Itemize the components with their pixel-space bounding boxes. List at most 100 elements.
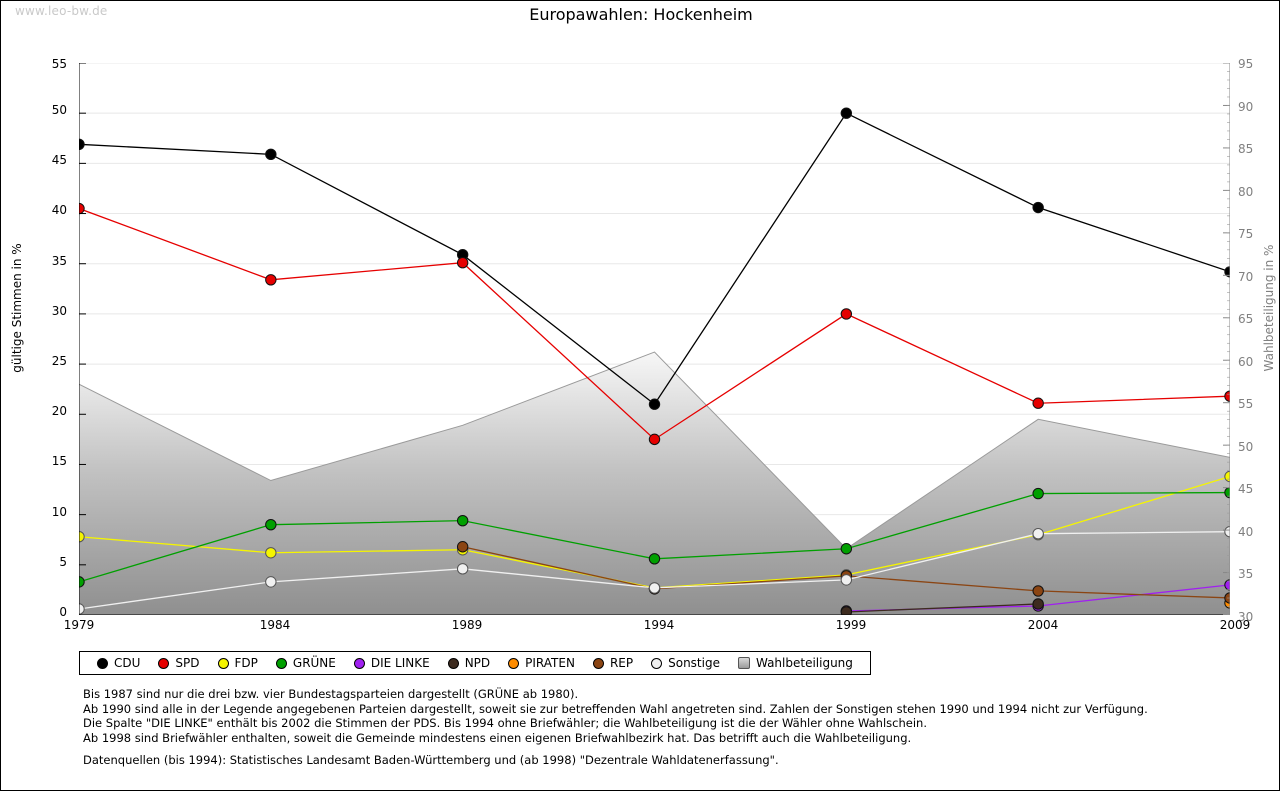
circle-marker-icon [592, 657, 604, 669]
legend-item-wahlbeteiligung[interactable]: Wahlbeteiligung [737, 656, 853, 670]
right-tick-90: 90 [1238, 100, 1254, 114]
marker-sonstige[interactable] [79, 603, 85, 615]
left-tick-15: 15 [51, 454, 67, 468]
left-tick-40: 40 [51, 203, 67, 217]
marker-gr-ne[interactable] [1224, 486, 1230, 499]
plot-area [79, 63, 1230, 615]
circle-marker-icon [97, 657, 108, 669]
circle-marker-icon [353, 657, 365, 669]
x-tick-1984: 1984 [259, 618, 291, 632]
left-axis-label: gültige Stimmen in % [10, 243, 24, 373]
left-tick-55: 55 [51, 57, 67, 71]
right-tick-65: 65 [1238, 312, 1254, 326]
marker-sonstige[interactable] [1032, 528, 1044, 540]
legend-label: Sonstige [668, 656, 720, 670]
area-swatch-icon [737, 657, 750, 669]
marker-sonstige[interactable] [1224, 525, 1230, 538]
marker-gr-ne[interactable] [840, 543, 853, 555]
footnote-line: Ab 1990 sind alle in der Legende angegeb… [83, 701, 1148, 716]
legend-item-die-linke[interactable]: DIE LINKE [353, 656, 430, 670]
series-markers [79, 107, 1230, 615]
marker-spd[interactable] [840, 308, 853, 320]
legend-label: DIE LINKE [370, 656, 430, 670]
circle-marker-icon [217, 657, 229, 669]
right-tick-40: 40 [1238, 525, 1254, 539]
page-title: Europawahlen: Hockenheim [529, 5, 753, 24]
marker-cdu[interactable] [79, 138, 85, 150]
x-tick-1999: 1999 [835, 618, 867, 632]
left-tick-45: 45 [51, 153, 67, 167]
marker-spd[interactable] [456, 257, 469, 269]
right-tick-60: 60 [1238, 355, 1254, 369]
marker-spd[interactable] [79, 202, 85, 215]
marker-sonstige[interactable] [648, 582, 661, 594]
x-tick-1979: 1979 [63, 618, 95, 632]
area-wahlbeteiligung [79, 351, 1230, 615]
footnote-line: Ab 1998 sind Briefwähler enthalten, sowe… [83, 730, 912, 745]
right-tick-95: 95 [1238, 57, 1254, 71]
footnotes-block: Bis 1987 sind nur die drei bzw. vier Bun… [83, 687, 1148, 745]
marker-spd[interactable] [1224, 390, 1230, 402]
left-tick-0: 0 [59, 605, 67, 619]
x-tick-1989: 1989 [451, 618, 483, 632]
right-tick-85: 85 [1238, 142, 1254, 156]
legend-label: PIRATEN [525, 656, 575, 670]
legend-label: NPD [464, 656, 491, 670]
marker-spd[interactable] [265, 274, 277, 286]
left-tick-5: 5 [59, 555, 67, 569]
marker-gr-ne[interactable] [1032, 487, 1044, 500]
legend-item-sonstige[interactable]: Sonstige [651, 656, 720, 670]
legend-item-spd[interactable]: SPD [158, 656, 200, 670]
left-tick-10: 10 [51, 505, 67, 519]
legend-item-fdp[interactable]: FDP [217, 656, 258, 670]
sources-text: Datenquellen (bis 1994): Statistisches L… [83, 753, 779, 767]
marker-cdu[interactable] [265, 148, 277, 161]
legend-item-cdu[interactable]: CDU [97, 656, 140, 670]
marker-cdu[interactable] [1032, 201, 1044, 214]
left-tick-50: 50 [51, 103, 67, 117]
legend-item-rep[interactable]: REP [592, 656, 633, 670]
circle-marker-icon [651, 657, 663, 669]
marker-npd[interactable] [1032, 598, 1044, 610]
marker-fdp[interactable] [265, 547, 277, 559]
right-tick-45: 45 [1238, 482, 1254, 496]
marker-gr-ne[interactable] [456, 514, 469, 527]
right-tick-30: 30 [1238, 610, 1254, 624]
marker-die-linke[interactable] [1224, 579, 1230, 591]
legend-item-piraten[interactable]: PIRATEN [508, 656, 575, 670]
marker-cdu[interactable] [1224, 266, 1230, 278]
legend-label: CDU [114, 656, 141, 670]
marker-sonstige[interactable] [265, 576, 277, 588]
circle-marker-icon [158, 657, 170, 669]
marker-gr-ne[interactable] [265, 518, 277, 531]
wahlbeteiligung-area [79, 351, 1230, 615]
right-tick-50: 50 [1238, 440, 1254, 454]
chart-canvas [79, 63, 1230, 615]
x-tick-2009: 2009 [1219, 618, 1251, 632]
marker-npd[interactable] [840, 606, 853, 615]
right-tick-70: 70 [1238, 270, 1254, 284]
x-tick-1994: 1994 [643, 618, 675, 632]
right-tick-35: 35 [1238, 567, 1254, 581]
marker-cdu[interactable] [648, 398, 661, 410]
chart-legend: CDU SPD FDP GRÜNE DIE LINKE NPD PIRATEN REP Sons… [79, 651, 871, 675]
footnote-line: Bis 1987 sind nur die drei bzw. vier Bun… [83, 687, 579, 701]
marker-spd[interactable] [648, 433, 661, 446]
marker-cdu[interactable] [840, 107, 853, 119]
right-tick-75: 75 [1238, 227, 1254, 241]
marker-rep[interactable] [1032, 585, 1044, 597]
legend-item-gr-ne[interactable]: GRÜNE [275, 656, 336, 670]
legend-item-npd[interactable]: NPD [447, 656, 491, 670]
marker-gr-ne[interactable] [648, 553, 661, 565]
marker-spd[interactable] [1032, 397, 1044, 409]
left-tick-30: 30 [51, 304, 67, 318]
legend-label: GRÜNE [292, 656, 336, 670]
line-npd [846, 603, 1039, 613]
marker-sonstige[interactable] [456, 563, 469, 575]
marker-gr-ne[interactable] [79, 576, 85, 588]
marker-fdp[interactable] [79, 531, 85, 543]
marker-rep[interactable] [456, 541, 469, 553]
marker-sonstige[interactable] [840, 574, 853, 586]
left-tick-20: 20 [51, 404, 67, 418]
